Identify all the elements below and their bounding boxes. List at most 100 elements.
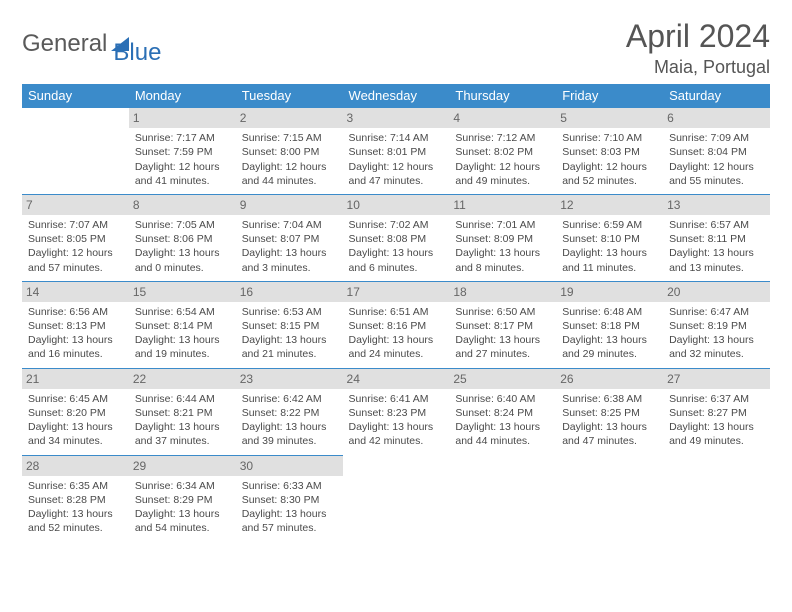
- day-number: 26: [556, 369, 663, 389]
- daylight-text: Daylight: 13 hours and 21 minutes.: [242, 333, 337, 361]
- location-label: Maia, Portugal: [626, 57, 770, 78]
- week-row: 1Sunrise: 7:17 AMSunset: 7:59 PMDaylight…: [22, 108, 770, 195]
- sunset-text: Sunset: 8:15 PM: [242, 319, 337, 333]
- week-row: 7Sunrise: 7:07 AMSunset: 8:05 PMDaylight…: [22, 194, 770, 281]
- daylight-text: Daylight: 13 hours and 54 minutes.: [135, 507, 230, 535]
- daylight-text: Daylight: 13 hours and 47 minutes.: [562, 420, 657, 448]
- sunrise-text: Sunrise: 6:53 AM: [242, 305, 337, 319]
- sunset-text: Sunset: 8:08 PM: [349, 232, 444, 246]
- sunset-text: Sunset: 8:17 PM: [455, 319, 550, 333]
- sunset-text: Sunset: 8:07 PM: [242, 232, 337, 246]
- day-cell: 11Sunrise: 7:01 AMSunset: 8:09 PMDayligh…: [449, 194, 556, 281]
- sunset-text: Sunset: 8:16 PM: [349, 319, 444, 333]
- day-number: 25: [449, 369, 556, 389]
- sunrise-text: Sunrise: 6:33 AM: [242, 479, 337, 493]
- sunrise-text: Sunrise: 7:07 AM: [28, 218, 123, 232]
- sunset-text: Sunset: 8:09 PM: [455, 232, 550, 246]
- day-number: 1: [129, 108, 236, 128]
- day-number: 24: [343, 369, 450, 389]
- day-cell: 1Sunrise: 7:17 AMSunset: 7:59 PMDaylight…: [129, 108, 236, 195]
- sunset-text: Sunset: 8:00 PM: [242, 145, 337, 159]
- daylight-text: Daylight: 13 hours and 27 minutes.: [455, 333, 550, 361]
- day-cell: 28Sunrise: 6:35 AMSunset: 8:28 PMDayligh…: [22, 455, 129, 541]
- sunset-text: Sunset: 8:25 PM: [562, 406, 657, 420]
- month-title: April 2024: [626, 18, 770, 55]
- sunset-text: Sunset: 8:23 PM: [349, 406, 444, 420]
- daylight-text: Daylight: 12 hours and 55 minutes.: [669, 160, 764, 188]
- sunset-text: Sunset: 8:14 PM: [135, 319, 230, 333]
- sunset-text: Sunset: 8:18 PM: [562, 319, 657, 333]
- week-row: 28Sunrise: 6:35 AMSunset: 8:28 PMDayligh…: [22, 455, 770, 541]
- day-cell: 10Sunrise: 7:02 AMSunset: 8:08 PMDayligh…: [343, 194, 450, 281]
- day-cell: 15Sunrise: 6:54 AMSunset: 8:14 PMDayligh…: [129, 281, 236, 368]
- sunrise-text: Sunrise: 7:04 AM: [242, 218, 337, 232]
- daylight-text: Daylight: 13 hours and 37 minutes.: [135, 420, 230, 448]
- daylight-text: Daylight: 12 hours and 47 minutes.: [349, 160, 444, 188]
- day-number: 18: [449, 282, 556, 302]
- day-number: 21: [22, 369, 129, 389]
- daylight-text: Daylight: 13 hours and 3 minutes.: [242, 246, 337, 274]
- daylight-text: Daylight: 13 hours and 6 minutes.: [349, 246, 444, 274]
- day-cell: 5Sunrise: 7:10 AMSunset: 8:03 PMDaylight…: [556, 108, 663, 195]
- calendar-table: Sunday Monday Tuesday Wednesday Thursday…: [22, 84, 770, 541]
- week-row: 14Sunrise: 6:56 AMSunset: 8:13 PMDayligh…: [22, 281, 770, 368]
- day-number: 23: [236, 369, 343, 389]
- sunset-text: Sunset: 8:30 PM: [242, 493, 337, 507]
- sunset-text: Sunset: 8:28 PM: [28, 493, 123, 507]
- day-number: 12: [556, 195, 663, 215]
- day-number: 2: [236, 108, 343, 128]
- sunrise-text: Sunrise: 6:51 AM: [349, 305, 444, 319]
- sunset-text: Sunset: 8:20 PM: [28, 406, 123, 420]
- day-number: 10: [343, 195, 450, 215]
- daylight-text: Daylight: 13 hours and 49 minutes.: [669, 420, 764, 448]
- day-number: 20: [663, 282, 770, 302]
- day-cell: 23Sunrise: 6:42 AMSunset: 8:22 PMDayligh…: [236, 368, 343, 455]
- day-number: 30: [236, 456, 343, 476]
- daylight-text: Daylight: 13 hours and 29 minutes.: [562, 333, 657, 361]
- day-cell: 14Sunrise: 6:56 AMSunset: 8:13 PMDayligh…: [22, 281, 129, 368]
- day-cell: 24Sunrise: 6:41 AMSunset: 8:23 PMDayligh…: [343, 368, 450, 455]
- day-header: Monday: [129, 84, 236, 108]
- day-number: 7: [22, 195, 129, 215]
- sunset-text: Sunset: 8:04 PM: [669, 145, 764, 159]
- sunset-text: Sunset: 8:21 PM: [135, 406, 230, 420]
- logo: General Blue: [22, 24, 161, 64]
- day-number: 15: [129, 282, 236, 302]
- day-cell: [449, 455, 556, 541]
- sunrise-text: Sunrise: 6:34 AM: [135, 479, 230, 493]
- sunrise-text: Sunrise: 6:57 AM: [669, 218, 764, 232]
- daylight-text: Daylight: 13 hours and 39 minutes.: [242, 420, 337, 448]
- sunrise-text: Sunrise: 6:47 AM: [669, 305, 764, 319]
- daylight-text: Daylight: 12 hours and 57 minutes.: [28, 246, 123, 274]
- sunrise-text: Sunrise: 6:45 AM: [28, 392, 123, 406]
- day-cell: 16 Sunrise: 6:53 AMSunset: 8:15 PMDayligh…: [236, 281, 343, 368]
- day-cell: 30Sunrise: 6:33 AMSunset: 8:30 PMDayligh…: [236, 455, 343, 541]
- daylight-text: Daylight: 13 hours and 16 minutes.: [28, 333, 123, 361]
- daylight-text: Daylight: 13 hours and 19 minutes.: [135, 333, 230, 361]
- sunrise-text: Sunrise: 6:50 AM: [455, 305, 550, 319]
- day-cell: 7Sunrise: 7:07 AMSunset: 8:05 PMDaylight…: [22, 194, 129, 281]
- sunrise-text: Sunrise: 6:56 AM: [28, 305, 123, 319]
- day-number: 6: [663, 108, 770, 128]
- day-number: 8: [129, 195, 236, 215]
- day-cell: 4Sunrise: 7:12 AMSunset: 8:02 PMDaylight…: [449, 108, 556, 195]
- day-cell: [343, 455, 450, 541]
- sunrise-text: Sunrise: 6:42 AM: [242, 392, 337, 406]
- day-header-row: Sunday Monday Tuesday Wednesday Thursday…: [22, 84, 770, 108]
- day-header: Thursday: [449, 84, 556, 108]
- daylight-text: Daylight: 12 hours and 41 minutes.: [135, 160, 230, 188]
- day-number: 11: [449, 195, 556, 215]
- daylight-text: Daylight: 13 hours and 11 minutes.: [562, 246, 657, 274]
- day-cell: 8Sunrise: 7:05 AMSunset: 8:06 PMDaylight…: [129, 194, 236, 281]
- day-number: 13: [663, 195, 770, 215]
- sunset-text: Sunset: 8:19 PM: [669, 319, 764, 333]
- logo-text-2: Blue: [113, 42, 161, 64]
- sunrise-text: Sunrise: 7:14 AM: [349, 131, 444, 145]
- daylight-text: Daylight: 13 hours and 44 minutes.: [455, 420, 550, 448]
- sunset-text: Sunset: 8:10 PM: [562, 232, 657, 246]
- day-cell: 12Sunrise: 6:59 AMSunset: 8:10 PMDayligh…: [556, 194, 663, 281]
- day-cell: 6Sunrise: 7:09 AMSunset: 8:04 PMDaylight…: [663, 108, 770, 195]
- day-number: 22: [129, 369, 236, 389]
- day-cell: 29Sunrise: 6:34 AMSunset: 8:29 PMDayligh…: [129, 455, 236, 541]
- day-number: 16: [236, 282, 343, 302]
